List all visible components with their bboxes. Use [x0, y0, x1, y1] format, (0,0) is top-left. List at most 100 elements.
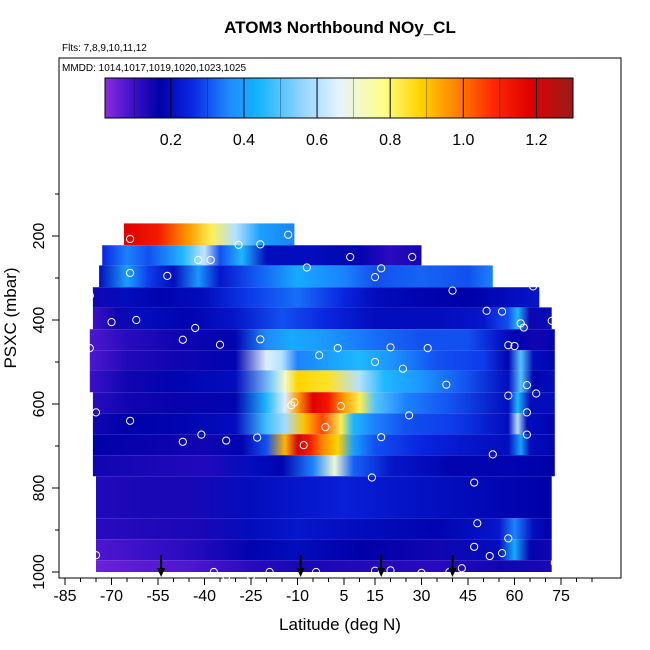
colorbar-ticks: 0.2 0.4 0.6 0.8 1.0 1.2 [133, 78, 548, 149]
heatmap-band [96, 560, 552, 572]
sample-point [178, 335, 187, 344]
sample-point [370, 273, 380, 282]
heatmap-band [92, 307, 552, 330]
sample-point [488, 450, 497, 459]
sample-point [370, 357, 380, 367]
heatmap-band [102, 245, 422, 266]
sample-point [377, 264, 386, 273]
x-tick-label: -85 [53, 588, 76, 605]
y-tick-label: 600 [31, 391, 48, 418]
sample-point [550, 558, 559, 567]
sample-point [423, 244, 432, 253]
y-tick-label: 400 [31, 307, 48, 334]
colorbar-tick-label: 0.4 [233, 132, 255, 149]
sample-point [253, 433, 262, 442]
colorbar: 0.2 0.4 0.6 0.8 1.0 1.2 [104, 77, 574, 149]
sample-point [423, 344, 432, 353]
sample-point [126, 416, 135, 425]
sample-point [504, 534, 513, 543]
sample-point [206, 255, 215, 265]
sample-point [302, 263, 311, 272]
sample-point [312, 567, 321, 577]
heatmap-band [99, 265, 493, 288]
arrow-markers [157, 555, 457, 577]
x-axis-label: Latitude (deg N) [279, 615, 401, 634]
sample-point [91, 249, 101, 259]
arrow-head [377, 568, 386, 577]
sample-point [457, 564, 466, 573]
x-tick-label: 60 [506, 588, 524, 605]
sample-point [163, 271, 172, 280]
x-tick-label: 15 [366, 588, 384, 605]
sample-point [398, 364, 407, 373]
x-tick-label: 30 [413, 588, 431, 605]
arrow-head [157, 568, 166, 577]
heatmap-band [96, 476, 552, 519]
sample-point [470, 542, 479, 551]
sample-point [215, 340, 225, 349]
heatmap-band [92, 392, 555, 414]
sample-point [367, 473, 376, 482]
sample-point [107, 318, 116, 327]
heatmap-band [89, 329, 555, 351]
sample-point [522, 430, 532, 439]
sample-point [299, 441, 308, 450]
sample-point [485, 551, 494, 561]
heatmap-band [89, 350, 555, 371]
y-axis-label: PSXC (mbar) [1, 267, 20, 368]
sample-point [510, 341, 519, 351]
heatmap-layers [89, 223, 555, 572]
sample-point [194, 255, 203, 265]
x-tick-label: 5 [340, 588, 349, 605]
sample-point [346, 252, 355, 262]
sample-point [547, 316, 556, 325]
x-axis: -85 -70 -55 -40 -25 -10 5 15 30 45 60 75 [53, 578, 593, 605]
sample-point [470, 478, 479, 487]
sample-point [504, 341, 513, 350]
sample-point [498, 549, 507, 558]
heatmap-band [92, 434, 555, 456]
sample-point [126, 234, 135, 244]
sample-point [290, 398, 299, 407]
sample-point [234, 240, 243, 249]
heatmap-band [89, 370, 555, 393]
sample-point [85, 291, 94, 300]
sample-point [256, 240, 265, 249]
colorbar-tick-label: 1.0 [452, 132, 474, 149]
sample-point [405, 411, 414, 420]
colorbar-tick-label: 0.2 [160, 132, 182, 149]
plot-frame [58, 57, 622, 579]
sample-point [336, 402, 345, 411]
sample-point [529, 282, 538, 291]
sample-point [377, 433, 386, 442]
sample-point [178, 437, 187, 446]
sample-point [482, 306, 491, 315]
sample-point [386, 566, 395, 575]
sample-point [448, 286, 457, 295]
sample-point [498, 307, 507, 316]
x-tick-label: -40 [193, 588, 216, 605]
y-tick-label: 200 [31, 223, 48, 250]
sample-point [522, 408, 532, 417]
sample-point [91, 551, 101, 560]
sample-point [408, 252, 417, 262]
heatmap-band [92, 287, 540, 308]
sample-point [284, 230, 293, 239]
x-tick-label: -10 [286, 588, 309, 605]
sample-point [85, 344, 94, 353]
heatmap-band [96, 539, 552, 561]
sample-point [265, 567, 274, 577]
sample-point [222, 572, 231, 581]
heatmap-band [96, 518, 552, 540]
y-tick-label: 800 [31, 475, 48, 502]
sample-point [191, 323, 200, 333]
sample-point [386, 343, 395, 352]
y-tick-label: 1000 [31, 554, 48, 590]
sample-point [442, 380, 451, 389]
colorbar-tick-label: 0.6 [306, 132, 328, 149]
sample-point [197, 430, 206, 439]
arrow-head [296, 568, 305, 577]
colorbar-tick-label: 0.8 [379, 132, 401, 149]
sample-point [333, 344, 342, 353]
sample-point [315, 351, 324, 360]
